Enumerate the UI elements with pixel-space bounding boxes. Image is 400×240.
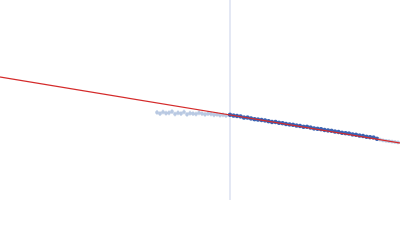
data-point <box>188 111 192 115</box>
data-point <box>194 112 198 116</box>
data-point <box>158 111 162 116</box>
data-point <box>173 112 177 116</box>
data-point <box>161 110 165 114</box>
data-point <box>203 112 207 117</box>
data-point <box>170 109 174 114</box>
data-point <box>164 111 168 115</box>
data-point <box>182 110 186 114</box>
data-point <box>176 111 180 115</box>
data-point <box>209 112 213 116</box>
page: {"chart_data": {"type": "scatter", "xlim… <box>0 0 400 200</box>
data-point <box>191 111 195 116</box>
data-point <box>155 110 159 115</box>
data-point <box>200 111 204 116</box>
fit-line <box>0 76 400 144</box>
data-point <box>212 113 216 117</box>
data-point <box>197 111 201 115</box>
data-point <box>179 111 183 116</box>
data-point <box>167 111 171 115</box>
chart <box>0 0 400 200</box>
data-point <box>185 112 189 117</box>
data-point <box>218 113 222 117</box>
data-point <box>206 111 210 116</box>
